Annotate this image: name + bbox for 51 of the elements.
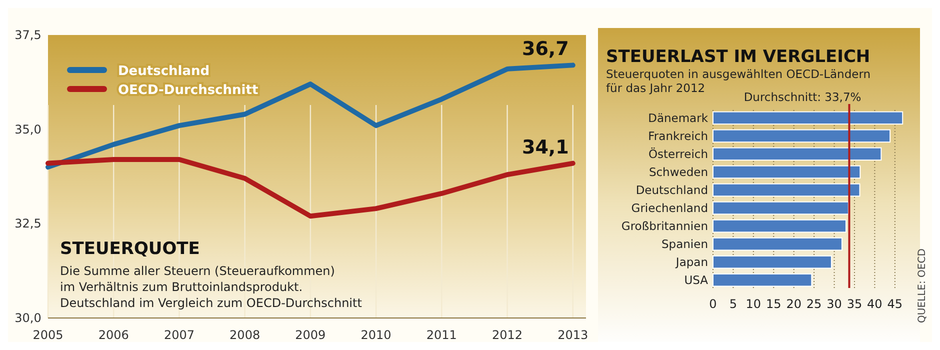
bar <box>712 201 849 215</box>
bar <box>712 147 882 161</box>
x-tick-label: 2009 <box>295 328 326 342</box>
bar <box>712 183 860 197</box>
annotation: 36,7 <box>522 38 569 60</box>
y-tick-label: 30,0 <box>14 311 42 325</box>
x-tick-label: 2012 <box>492 328 523 342</box>
y-tick-label: Deutschland <box>636 182 708 197</box>
y-tick-label: Dänemark <box>648 110 708 125</box>
y-tick-label: 35,0 <box>14 122 42 136</box>
legend-label: OECD-Durchschnitt <box>118 83 258 98</box>
y-tick-label: 37,5 <box>14 28 42 42</box>
y-tick-label: 32,5 <box>14 216 42 231</box>
x-tick-label: 10 <box>746 297 762 311</box>
y-tick-label: USA <box>684 273 708 288</box>
bar <box>712 129 891 143</box>
x-tick-label: 20 <box>786 297 802 311</box>
bar <box>712 255 832 269</box>
bar <box>712 165 861 179</box>
x-tick-label: 45 <box>887 297 903 311</box>
y-tick-label: Großbritannien <box>621 219 708 234</box>
x-tick-label: 40 <box>867 297 882 311</box>
bar <box>712 219 846 233</box>
bar <box>712 111 904 125</box>
x-tick-label: 25 <box>806 297 822 311</box>
x-tick-label: 2011 <box>426 328 457 342</box>
bar <box>712 237 842 251</box>
y-tick-label: Schweden <box>648 164 708 179</box>
legend-label: Deutschland <box>118 64 210 79</box>
annotation: 34,1 <box>522 136 569 158</box>
source-note: QUELLE: OECD <box>917 248 928 323</box>
bar <box>712 273 812 287</box>
x-tick-label: 5 <box>729 297 738 311</box>
x-tick-label: 2010 <box>360 328 392 342</box>
x-tick-label: 0 <box>709 297 717 311</box>
y-tick-label: Österreich <box>648 146 708 161</box>
y-tick-label: Japan <box>674 255 708 270</box>
x-tick-label: 2008 <box>230 328 260 342</box>
x-tick-label: 2005 <box>32 328 64 342</box>
x-tick-label: 15 <box>766 297 782 311</box>
x-tick-label: 2006 <box>98 328 129 342</box>
x-tick-label: 2013 <box>558 328 588 342</box>
chart-title: STEUERLAST IM VERGLEICH <box>606 47 870 67</box>
x-tick-label: 35 <box>846 297 862 311</box>
y-tick-label: Frankreich <box>648 128 708 143</box>
x-tick-label: 30 <box>826 297 842 311</box>
text: Die Summe aller Steuern (Steueraufkommen) im Verhältnis zum Bruttoinlandsprodukt. Deutschland im Vergleich zum OECD-Durchschnitt <box>60 264 362 310</box>
y-tick-label: Griechenland <box>631 201 708 216</box>
text: STEUERQUOTE <box>60 239 200 259</box>
x-tick-label: 2007 <box>164 328 194 342</box>
y-tick-label: Spanien <box>662 237 708 252</box>
